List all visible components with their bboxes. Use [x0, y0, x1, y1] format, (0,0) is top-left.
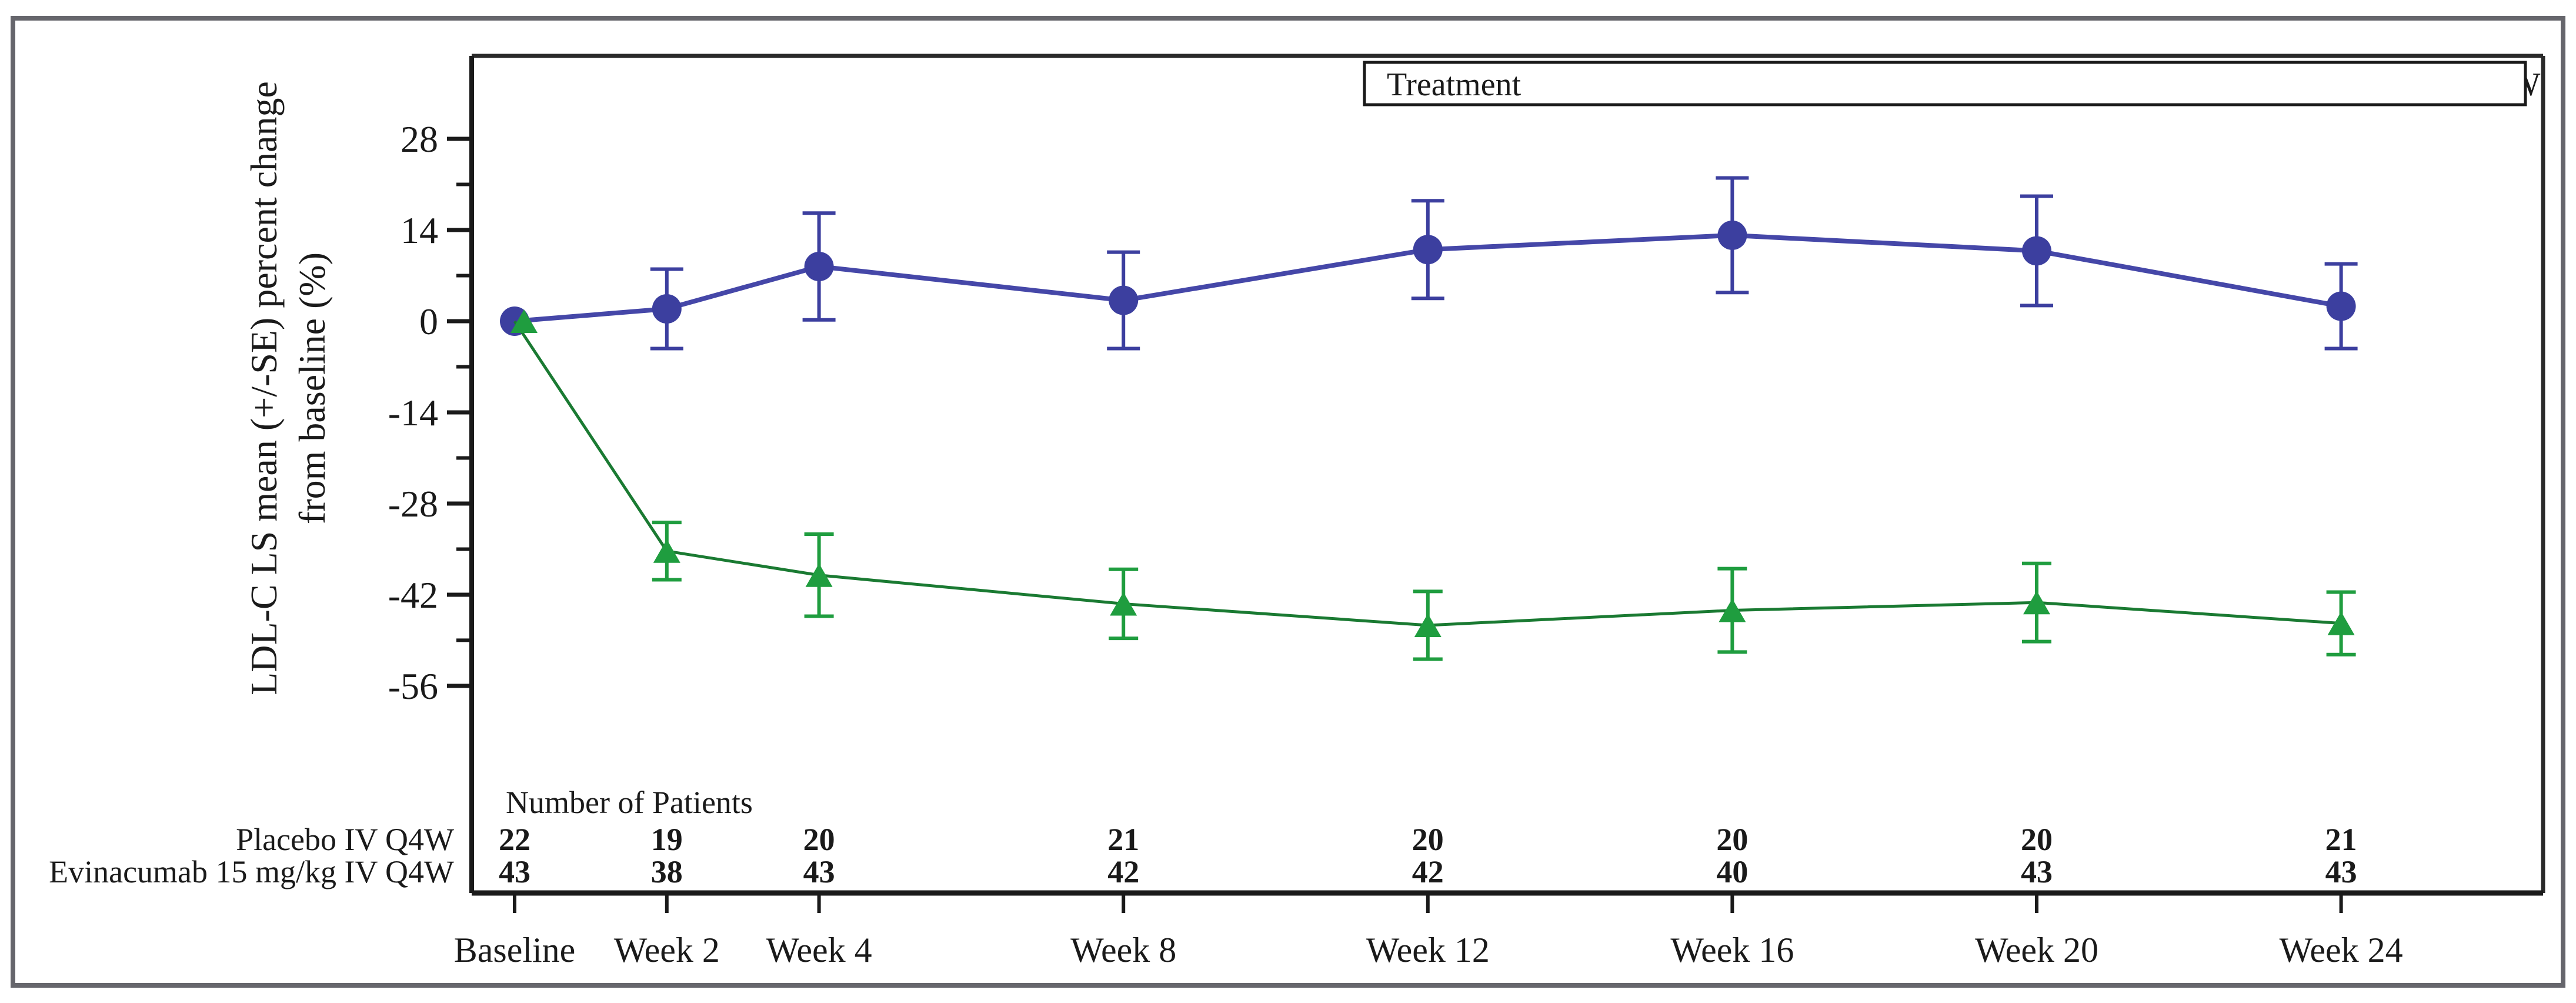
legend-box [1363, 61, 2527, 106]
y-axis-title-line2: from baseline (%) [291, 252, 333, 524]
patient-count: 43 [2325, 854, 2357, 889]
y-axis-tick-label: 28 [401, 118, 438, 160]
y-axis-tick-label: 0 [419, 301, 438, 342]
placebo-point-marker [1413, 235, 1443, 265]
patient-count: 42 [1412, 854, 1444, 889]
week-label: Week 20 [1975, 931, 2098, 969]
evinacumab-point-marker [2023, 591, 2050, 615]
evinacumab-row-label: Evinacumab 15 mg/kg IV Q4W [49, 854, 454, 889]
placebo-point-marker [804, 252, 834, 282]
week-label: Week 12 [1366, 931, 1490, 969]
week-label: Week 24 [2280, 931, 2403, 969]
patient-count: 38 [651, 854, 683, 889]
evinacumab-point-marker [805, 563, 833, 587]
patient-count: 20 [1412, 822, 1444, 857]
placebo-point-marker [2326, 291, 2356, 321]
patient-count: 42 [1107, 854, 1139, 889]
patient-count: 21 [1107, 822, 1139, 857]
figure-border [11, 16, 2565, 988]
y-axis-title-line1: LDL-C LS mean (+/-SE) percent change [243, 81, 285, 695]
placebo-point-marker [1717, 220, 1747, 250]
patient-count: 20 [803, 822, 835, 857]
week-label: Week 2 [614, 931, 720, 969]
placebo-point-marker [652, 294, 682, 324]
evinacumab-point-marker [2327, 611, 2355, 635]
y-axis-tick-label: 14 [401, 209, 438, 251]
placebo-series-line [514, 232, 2342, 324]
evinacumab-point-marker [1110, 592, 1137, 616]
week-label: Week 4 [766, 931, 872, 969]
legend-title: Treatment [1387, 66, 1521, 103]
patients-table-header: Number of Patients [506, 785, 753, 820]
patient-count: 21 [2325, 822, 2357, 857]
patient-count: 20 [1716, 822, 1748, 857]
patient-count: 19 [651, 822, 683, 857]
placebo-point-marker [2022, 236, 2051, 266]
patient-count: 43 [803, 854, 835, 889]
y-axis-tick-label: -28 [388, 483, 438, 525]
week-label: Week 8 [1070, 931, 1176, 969]
evinacumab-point-marker [1719, 598, 1746, 622]
y-axis-tick-label: -14 [388, 392, 438, 434]
evinacumab-point-marker [653, 539, 680, 563]
patient-count: 40 [1716, 854, 1748, 889]
week-label: Week 16 [1670, 931, 1794, 969]
patient-count: 22 [499, 822, 530, 857]
placebo-row-label: Placebo IV Q4W [236, 822, 454, 857]
patient-count: 43 [2021, 854, 2053, 889]
evinacumab-series-line [513, 320, 2341, 627]
evinacumab-point-marker [510, 309, 538, 333]
y-axis-tick-label: -42 [388, 574, 438, 616]
week-label: Baseline [454, 931, 576, 969]
patient-count: 20 [2021, 822, 2053, 857]
evinacumab-point-marker [1414, 613, 1442, 637]
y-axis-tick-label: -56 [388, 665, 438, 707]
patient-count: 43 [499, 854, 530, 889]
placebo-point-marker [1109, 285, 1139, 315]
